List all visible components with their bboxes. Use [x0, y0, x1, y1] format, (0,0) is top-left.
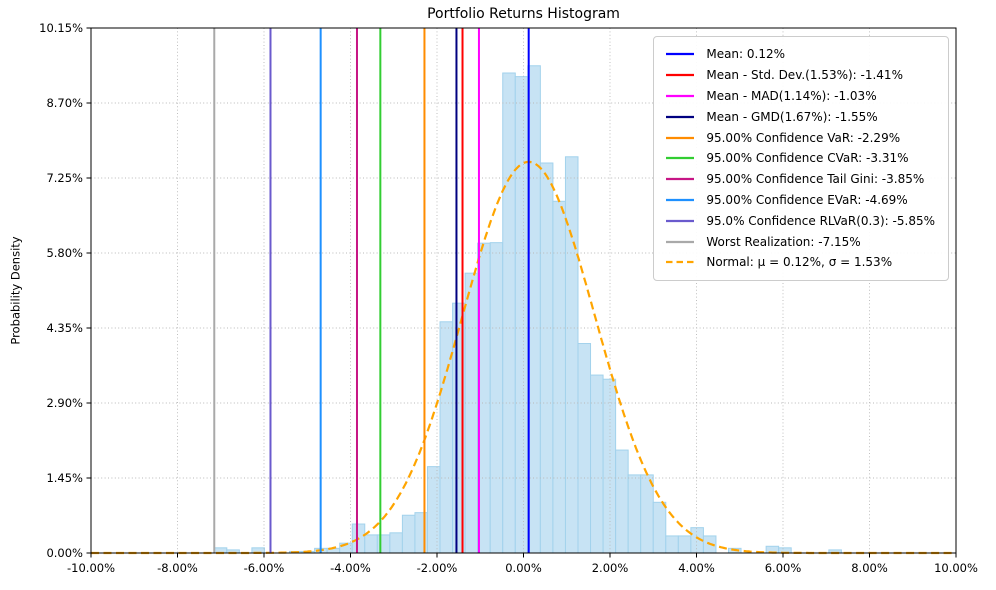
- histogram-bar: [640, 474, 654, 554]
- legend-line-swatch: [666, 74, 695, 77]
- legend-item-label: 95.00% Confidence CVaR: -3.31%: [706, 151, 909, 166]
- legend-item-label: Normal: μ = 0.12%, σ = 1.53%: [706, 255, 893, 270]
- histogram-bar: [389, 532, 403, 554]
- histogram-bar: [665, 535, 679, 554]
- legend-item: 95.00% Confidence EVaR: -4.69%: [665, 190, 935, 211]
- y-tick-label: 10.15%: [39, 21, 83, 35]
- x-tick-label: 6.00%: [765, 561, 802, 575]
- x-tick-label: 0.00%: [505, 561, 542, 575]
- legend-line-swatch: [666, 219, 695, 222]
- legend: Mean: 0.12% Mean - Std. Dev.(1.53%): -1.4…: [653, 36, 949, 281]
- legend-line-swatch: [666, 115, 695, 118]
- x-tick-label: -2.00%: [417, 561, 458, 575]
- legend-line-swatch: [666, 136, 695, 139]
- histogram-bar: [615, 449, 629, 554]
- x-tick-label: 4.00%: [678, 561, 715, 575]
- chart-title: Portfolio Returns Histogram: [427, 6, 620, 22]
- legend-item-label: 95.00% Confidence EVaR: -4.69%: [706, 192, 908, 207]
- legend-item: 95.0% Confidence RLVaR(0.3): -5.85%: [665, 210, 935, 231]
- legend-line-swatch: [666, 157, 695, 160]
- y-axis-label: Probability Density: [8, 236, 23, 345]
- legend-line-swatch: [666, 261, 695, 264]
- x-tick-label: 8.00%: [851, 561, 888, 575]
- legend-item: 95.00% Confidence CVaR: -3.31%: [665, 148, 935, 169]
- histogram-bar: [401, 514, 416, 554]
- legend-line-swatch: [666, 178, 695, 181]
- x-tick-label: -10.00%: [67, 561, 115, 575]
- y-tick-label: 0.00%: [46, 546, 83, 560]
- histogram-bar: [489, 242, 504, 554]
- histogram-bar: [364, 534, 378, 554]
- histogram-bar: [376, 534, 391, 554]
- histogram-bar: [426, 466, 441, 554]
- legend-item-label: Mean - GMD(1.67%): -1.55%: [706, 109, 878, 124]
- x-tick-label: 10.00%: [934, 561, 978, 575]
- legend-item: Normal: μ = 0.12%, σ = 1.53%: [665, 252, 935, 273]
- legend-item-label: Mean: 0.12%: [706, 47, 786, 62]
- legend-item: Mean - MAD(1.14%): -1.03%: [665, 86, 935, 107]
- legend-item: Mean: 0.12%: [665, 44, 935, 65]
- legend-item: 95.00% Confidence Tail Gini: -3.85%: [665, 169, 935, 190]
- legend-item-label: Mean - MAD(1.14%): -1.03%: [706, 88, 877, 103]
- legend-line-swatch: [666, 240, 695, 243]
- histogram-bar: [539, 162, 554, 554]
- x-tick-label: 2.00%: [592, 561, 629, 575]
- x-tick-label: -8.00%: [157, 561, 198, 575]
- histogram-bar: [552, 200, 566, 554]
- legend-item-label: 95.0% Confidence RLVaR(0.3): -5.85%: [706, 213, 935, 228]
- y-tick-label: 5.80%: [46, 246, 83, 260]
- histogram-bar: [564, 156, 579, 554]
- x-tick-label: -4.00%: [330, 561, 371, 575]
- x-tick-label: -6.00%: [244, 561, 285, 575]
- histogram-bar: [464, 272, 479, 554]
- histogram-bar: [414, 512, 428, 554]
- y-tick-label: 4.35%: [46, 321, 83, 335]
- histogram-bar: [677, 535, 692, 554]
- legend-line-swatch: [666, 94, 695, 98]
- histogram-bar: [590, 374, 604, 554]
- legend-line-swatch: [666, 53, 695, 56]
- legend-item-label: 95.00% Confidence Tail Gini: -3.85%: [706, 172, 925, 187]
- y-tick-label: 2.90%: [46, 396, 83, 410]
- legend-item: 95.00% Confidence VaR: -2.29%: [665, 127, 935, 148]
- y-tick-label: 7.25%: [46, 171, 83, 185]
- legend-item-label: 95.00% Confidence VaR: -2.29%: [706, 130, 901, 145]
- legend-item: Mean - Std. Dev.(1.53%): -1.41%: [665, 65, 935, 86]
- legend-item-label: Mean - Std. Dev.(1.53%): -1.41%: [706, 68, 903, 83]
- histogram-bar: [652, 501, 667, 554]
- y-tick-label: 1.45%: [46, 471, 83, 485]
- legend-item: Mean - GMD(1.67%): -1.55%: [665, 106, 935, 127]
- legend-line-swatch: [666, 198, 695, 202]
- histogram-bar: [527, 65, 541, 554]
- histogram-bar: [514, 76, 529, 554]
- histogram-bar: [602, 378, 617, 554]
- legend-item-label: Worst Realization: -7.15%: [706, 234, 861, 249]
- histogram-bar: [627, 474, 642, 554]
- legend-item: Worst Realization: -7.15%: [665, 231, 935, 252]
- histogram-bar: [577, 343, 592, 554]
- histogram-bar: [502, 72, 516, 554]
- y-tick-label: 8.70%: [46, 96, 83, 110]
